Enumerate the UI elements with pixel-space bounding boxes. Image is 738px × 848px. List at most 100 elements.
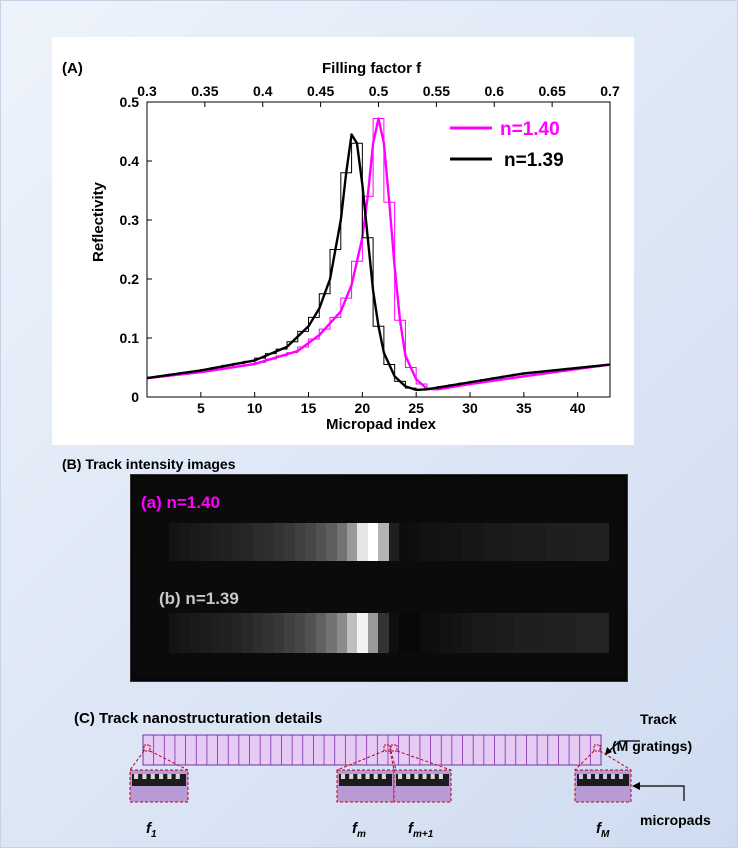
track-pad: [231, 523, 243, 561]
zoom-grating-tooth: [167, 774, 172, 779]
track-pad: [200, 523, 211, 561]
zoom-grating-tooth: [430, 774, 435, 779]
y-tick-label: 0.5: [120, 94, 140, 110]
track-image-panel: (a) n=1.40 (b) n=1.39: [130, 474, 628, 682]
zoom-grating-tooth: [579, 774, 583, 779]
track-pad: [504, 523, 515, 561]
y-tick-label: 0.1: [120, 330, 140, 346]
track-pad: [357, 613, 368, 653]
marker-f1: [143, 744, 151, 752]
y-tick-label: 0.3: [120, 212, 140, 228]
track-pad: [598, 523, 609, 561]
track-pad: [493, 523, 504, 561]
track-pad: [326, 613, 337, 653]
zoom-grating-tooth: [341, 774, 346, 779]
track-pad: [294, 523, 306, 561]
zoom-grating-tooth: [349, 774, 354, 779]
track-pad: [556, 523, 567, 561]
track-pad: [504, 613, 515, 653]
zoom-grating-tooth: [422, 774, 427, 779]
track-pad: [462, 613, 473, 653]
legend-label-1: n=1.39: [504, 150, 564, 171]
track-pad: [545, 613, 557, 653]
label-fm1: fm+1: [408, 820, 434, 840]
track-pad: [483, 523, 494, 561]
track-pad: [305, 523, 316, 561]
zoom-grating-tooth: [414, 774, 419, 779]
zoom-boxes: [129, 769, 632, 803]
marker-fM: [593, 744, 601, 752]
track-pad: [273, 613, 285, 653]
track-pad: [430, 523, 442, 561]
track-pad: [441, 613, 452, 653]
track-pad: [169, 523, 180, 561]
track-pad: [598, 613, 609, 653]
track-pad: [169, 613, 180, 653]
track-pad: [210, 523, 222, 561]
track-pad: [577, 523, 588, 561]
zoom-box: [129, 769, 189, 803]
zoom-box: [393, 769, 452, 803]
arrow-head-track: [605, 747, 612, 755]
track-pad: [451, 613, 463, 653]
top-tick-label: 0.6: [485, 83, 505, 99]
arrow-head-micropad: [632, 782, 640, 790]
track-pad: [284, 523, 295, 561]
arrows: [607, 740, 685, 801]
track-bar: [142, 734, 602, 766]
track-pad: [430, 613, 442, 653]
track-pad: [273, 523, 285, 561]
zoom-box-border: [393, 769, 452, 803]
y-tick-label: 0.4: [120, 153, 140, 169]
track-pad: [242, 613, 253, 653]
track-pad: [472, 523, 484, 561]
track-pad: [189, 613, 201, 653]
track-pad: [378, 613, 389, 653]
track-pad: [587, 613, 599, 653]
zoom-grating-tooth: [619, 774, 623, 779]
track-diagram: f1 fm fm+1 fM: [129, 734, 685, 840]
track-pad: [294, 613, 306, 653]
top-tick-label: 0.55: [423, 83, 450, 99]
y-axis-ticks: 0 0.1 0.2 0.3 0.4 0.5: [120, 94, 152, 405]
track-pad: [388, 523, 400, 561]
x-tick-label: 35: [516, 400, 532, 416]
zoom-box: [336, 769, 395, 803]
track-pad: [367, 613, 379, 653]
label-fm: fm: [352, 820, 366, 840]
x-tick-label: 40: [570, 400, 586, 416]
track-pad: [378, 523, 389, 561]
zoom-grating-tooth: [406, 774, 411, 779]
track-pad: [545, 523, 557, 561]
track-pad: [577, 613, 588, 653]
marker-fm1: [390, 744, 398, 752]
zoom-grating-tooth: [150, 774, 155, 779]
track-pad: [221, 613, 232, 653]
track-a-label: (a) n=1.40: [141, 493, 220, 512]
track-pad: [336, 523, 347, 561]
zoom-grating-tooth: [134, 774, 139, 779]
track-pad: [514, 523, 525, 561]
zoom-grating-tooth: [398, 774, 403, 779]
zoom-grating-tooth: [611, 774, 615, 779]
x-tick-label: 10: [247, 400, 263, 416]
zoom-grating-tooth: [175, 774, 180, 779]
y-axis-title: Reflectivity: [90, 181, 107, 262]
track-pad: [399, 523, 410, 561]
label-fM: fM: [596, 820, 610, 840]
track-pad: [566, 523, 578, 561]
panel-b-title: (B) Track intensity images: [62, 456, 236, 472]
x-tick-label: 20: [355, 400, 371, 416]
micropads-label: micropads: [640, 812, 711, 828]
label-f1: f1: [146, 820, 157, 840]
zoom-grating-tooth: [373, 774, 378, 779]
x-tick-label: 15: [301, 400, 317, 416]
top-tick-label: 0.35: [191, 83, 218, 99]
track-pad: [535, 613, 546, 653]
track-pad: [179, 613, 190, 653]
zoom-grating-tooth: [595, 774, 599, 779]
track-pad: [556, 613, 567, 653]
top-axis-ticks: 0.3 0.35 0.4 0.45 0.5 0.55 0.6 0.65 0.7: [137, 83, 620, 107]
zoom-lines: [129, 750, 632, 771]
top-tick-label: 0.7: [600, 83, 620, 99]
